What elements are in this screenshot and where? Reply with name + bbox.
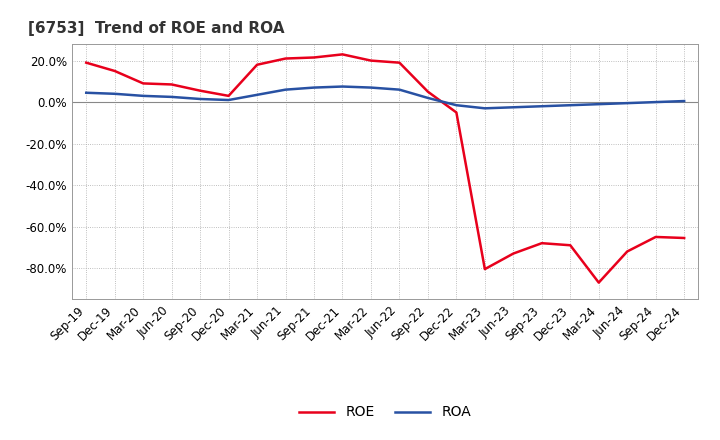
ROA <box>452 103 461 108</box>
ROA <box>82 90 91 95</box>
ROA <box>110 91 119 96</box>
ROA <box>338 84 347 89</box>
ROE <box>366 58 375 63</box>
Legend: ROE, ROA: ROE, ROA <box>294 400 477 425</box>
ROE <box>652 235 660 240</box>
ROE <box>196 88 204 93</box>
ROE <box>395 60 404 65</box>
ROA <box>310 85 318 90</box>
ROA <box>509 105 518 110</box>
ROE <box>623 249 631 254</box>
ROA <box>395 87 404 92</box>
ROA <box>623 100 631 106</box>
ROA <box>282 87 290 92</box>
Text: [6753]  Trend of ROE and ROA: [6753] Trend of ROE and ROA <box>28 21 284 36</box>
ROE <box>253 62 261 67</box>
ROE <box>82 60 91 65</box>
ROE <box>167 82 176 87</box>
ROA <box>423 95 432 101</box>
ROE <box>509 251 518 256</box>
Line: ROA: ROA <box>86 87 684 108</box>
ROE <box>338 52 347 57</box>
ROE <box>310 55 318 60</box>
ROA <box>566 103 575 108</box>
ROE <box>452 110 461 115</box>
ROA <box>652 99 660 105</box>
ROE <box>110 68 119 73</box>
ROE <box>537 241 546 246</box>
ROE <box>595 280 603 285</box>
ROE <box>566 242 575 248</box>
ROE <box>480 267 489 272</box>
ROE <box>225 93 233 99</box>
ROA <box>167 94 176 99</box>
ROA <box>537 103 546 109</box>
ROA <box>595 102 603 107</box>
ROA <box>480 106 489 111</box>
ROA <box>196 96 204 102</box>
Line: ROE: ROE <box>86 55 684 282</box>
ROA <box>253 92 261 98</box>
ROE <box>680 235 688 241</box>
ROA <box>680 99 688 104</box>
ROA <box>366 85 375 90</box>
ROE <box>139 81 148 86</box>
ROE <box>282 56 290 61</box>
ROA <box>225 97 233 103</box>
ROE <box>423 89 432 94</box>
ROA <box>139 93 148 99</box>
